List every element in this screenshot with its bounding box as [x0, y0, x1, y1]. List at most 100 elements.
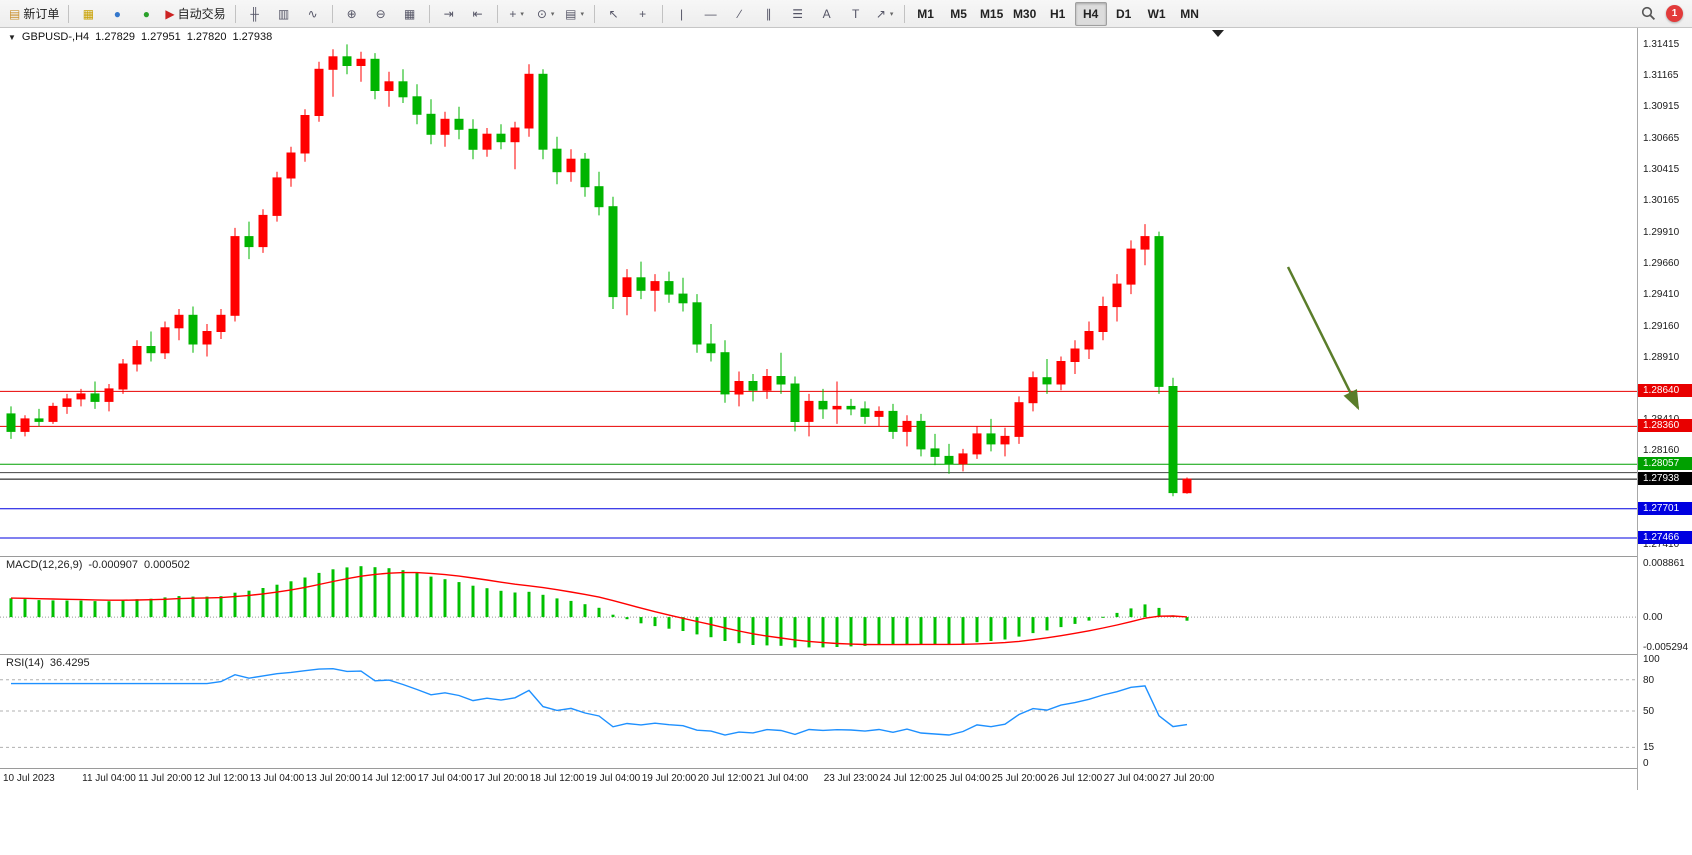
time-axis-label: 19 Jul 20:00 [641, 773, 697, 784]
template-button[interactable]: ▤ ▾ [561, 2, 589, 26]
toolbar-separator [428, 4, 430, 23]
price-tick-label: 1.30915 [1643, 101, 1680, 112]
text-button[interactable]: A [813, 2, 841, 26]
candle [1042, 377, 1052, 385]
label-button[interactable]: T [842, 2, 870, 26]
macd-name: MACD(12,26,9) [6, 559, 83, 571]
time-axis-label: 25 Jul 04:00 [935, 773, 991, 784]
trendline-button[interactable]: ∕ [726, 2, 754, 26]
fibonacci-button[interactable]: ☰ [784, 2, 812, 26]
channel-button[interactable]: ∥ [755, 2, 783, 26]
candle [300, 115, 310, 154]
profile-icon-button[interactable]: ● [103, 2, 131, 26]
notification-badge[interactable]: 1 [1666, 5, 1683, 22]
candle [552, 148, 562, 173]
candle [706, 343, 716, 354]
timeframe-m15-button[interactable]: M15 [976, 2, 1008, 26]
crosshair-button[interactable]: + [629, 2, 657, 26]
candle [146, 346, 156, 354]
template-icon: ▤ [565, 6, 577, 21]
candle [594, 186, 604, 208]
timeframe-w1-button[interactable]: W1 [1141, 2, 1173, 26]
candle [580, 158, 590, 188]
macd-panel[interactable] [0, 557, 1637, 653]
ohlc-low: 1.27820 [186, 31, 227, 43]
time-axis-label: 24 Jul 12:00 [879, 773, 935, 784]
price-axis[interactable]: 1.31415 1.31165 1.30915 1.30665 1.30415 1.301… [1637, 28, 1692, 790]
line-price-badge: 1.28057 [1638, 457, 1692, 470]
time-axis[interactable]: 10 Jul 2023 11 Jul 04:00 11 Jul 20:00 12 Ju… [0, 768, 1637, 790]
macd-indicator-label: MACD(12,26,9) -0.000907 0.000502 [6, 559, 190, 571]
line-chart-icon: ∿ [307, 6, 318, 21]
macd-axis-label: 0.008861 [1643, 558, 1685, 569]
vertical-line-button[interactable]: | [668, 2, 696, 26]
timeframe-h4-button[interactable]: H4 [1074, 1, 1107, 26]
candle [132, 346, 142, 365]
macd-signal-value: 0.000502 [143, 559, 190, 571]
zoom-out-button[interactable]: ⊖ [367, 2, 395, 26]
cursor-button[interactable]: ↖ [600, 2, 628, 26]
macd-histogram [9, 566, 1189, 648]
panel-separator[interactable] [0, 768, 1692, 769]
price-tick-label: 1.29160 [1643, 321, 1680, 332]
search-icon[interactable] [1641, 6, 1656, 21]
rsi-axis-label: 15 [1643, 742, 1655, 753]
candlestick-chart-icon: ▥ [277, 6, 290, 21]
candle [286, 152, 296, 179]
timeframe-d1-button[interactable]: D1 [1108, 2, 1140, 26]
horizontal-line-button[interactable]: — [697, 2, 725, 26]
chart-menu-icon[interactable]: ▼ [8, 32, 16, 42]
candlestick-chart-button[interactable]: ▥ [270, 2, 298, 26]
candle [790, 383, 800, 422]
candle [972, 433, 982, 455]
dropdown-caret-icon: ▾ [889, 10, 894, 18]
auto-scroll-button[interactable]: ⇥ [435, 2, 463, 26]
add-indicator-icon: + [509, 6, 517, 21]
panel-separator[interactable] [0, 556, 1692, 557]
candle [566, 158, 576, 173]
arrow-annotation [1286, 266, 1360, 411]
auto-scroll-icon: ⇥ [443, 6, 454, 21]
time-axis-label: 27 Jul 04:00 [1103, 773, 1159, 784]
candle [216, 314, 226, 332]
toolbar-separator [593, 4, 595, 23]
rsi-panel[interactable] [0, 655, 1637, 767]
candle [6, 413, 16, 432]
zoom-out-icon: ⊖ [375, 6, 386, 21]
candle [636, 277, 646, 291]
community-icon-button[interactable]: ● [132, 2, 160, 26]
time-axis-label: 20 Jul 12:00 [697, 773, 753, 784]
bar-chart-button[interactable]: ╫ [241, 2, 269, 26]
main-price-chart[interactable] [0, 28, 1637, 556]
auto-trading-button[interactable]: ▶ 自动交易 [161, 2, 229, 26]
candle [440, 118, 450, 135]
price-tick-label: 1.31415 [1643, 39, 1680, 50]
panel-separator[interactable] [0, 654, 1692, 655]
journal-icon-button[interactable]: ▦ [74, 2, 102, 26]
symbol-period-label: GBPUSD-,H4 [21, 31, 90, 43]
arrows-button[interactable]: ↗ ▾ [871, 2, 899, 26]
timeframe-m1-button[interactable]: M1 [910, 2, 942, 26]
tile-windows-button[interactable]: ▦ [396, 2, 424, 26]
timeframe-m5-button[interactable]: M5 [943, 2, 975, 26]
candle [664, 281, 674, 295]
line-chart-button[interactable]: ∿ [299, 2, 327, 26]
time-axis-label: 25 Jul 20:00 [991, 773, 1047, 784]
add-indicator-button[interactable]: + ▾ [503, 2, 531, 26]
candle [902, 420, 912, 432]
period-button[interactable]: ⊙ ▾ [532, 2, 560, 26]
timeframe-h1-button[interactable]: H1 [1042, 2, 1074, 26]
new-order-button[interactable]: ▤ 新订单 [5, 2, 63, 26]
candle [76, 393, 86, 400]
timeframe-m30-button[interactable]: M30 [1009, 2, 1041, 26]
chart-shift-button[interactable]: ⇤ [464, 2, 492, 26]
candle [468, 128, 478, 150]
candle [832, 405, 842, 410]
candle [398, 81, 408, 98]
macd-signal-line [10, 571, 1188, 646]
candle [734, 381, 744, 395]
timeframe-mn-button[interactable]: MN [1174, 2, 1206, 26]
time-axis-label: 14 Jul 12:00 [361, 773, 417, 784]
candle [1014, 402, 1024, 437]
zoom-in-button[interactable]: ⊕ [338, 2, 366, 26]
